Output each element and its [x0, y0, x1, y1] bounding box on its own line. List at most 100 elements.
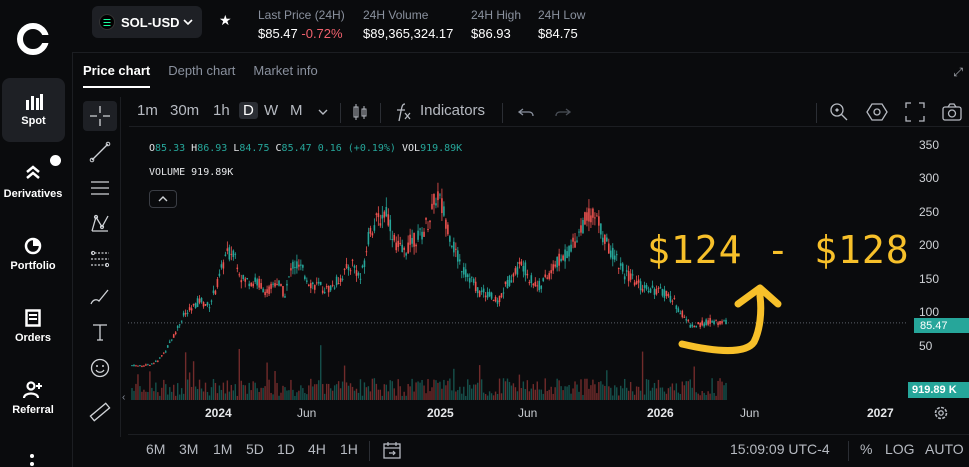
crosshair-tool[interactable] — [83, 101, 117, 131]
candle-body — [540, 285, 543, 289]
timeframe-1h[interactable]: 1h — [213, 102, 230, 119]
tab-price-chart[interactable]: Price chart — [83, 63, 151, 88]
tab-depth-chart[interactable]: Depth chart — [168, 63, 236, 78]
pair-selector[interactable]: SOL-USD — [92, 6, 202, 38]
brush-tool[interactable] — [83, 281, 117, 311]
timeframe-1m[interactable]: 1m — [137, 102, 158, 119]
timeframe-m[interactable]: M — [290, 102, 303, 119]
fullscreen-icon[interactable] — [904, 101, 926, 123]
camera-icon[interactable] — [941, 101, 963, 123]
volume-bar — [157, 392, 159, 400]
volume-bar — [480, 379, 483, 400]
candle-body — [699, 322, 701, 328]
settings-hexagon-icon[interactable] — [866, 101, 888, 123]
volume-bar — [361, 395, 364, 400]
range-6m[interactable]: 6M — [146, 441, 166, 457]
range-1h[interactable]: 1H — [340, 441, 358, 457]
candle-body — [721, 321, 723, 324]
trend-line-tool[interactable] — [83, 137, 117, 167]
volume-bar — [262, 387, 264, 400]
timeframe-30m[interactable]: 30m — [170, 102, 200, 119]
volume-bar — [141, 391, 143, 400]
range-1d[interactable]: 1D — [277, 441, 295, 457]
nav-item-spot[interactable]: Spot — [2, 78, 65, 142]
nav-item-orders[interactable]: Orders — [0, 294, 66, 358]
volume-bar — [713, 392, 715, 400]
candlestick-icon[interactable] — [349, 101, 371, 123]
candle-body — [166, 345, 169, 348]
candle-body — [369, 227, 372, 234]
volume-bar — [238, 348, 240, 400]
candle-body — [633, 282, 636, 286]
favorite-star-icon[interactable]: ★ — [219, 12, 232, 28]
text-tool[interactable] — [83, 317, 117, 347]
candle-body — [278, 280, 280, 286]
auto-scale-button[interactable]: AUTO — [925, 441, 964, 457]
volume-bar — [278, 395, 280, 400]
date-range-icon[interactable] — [382, 440, 402, 460]
candle-body — [401, 244, 403, 252]
percent-scale-button[interactable]: % — [860, 441, 873, 457]
range-3m[interactable]: 3M — [179, 441, 199, 457]
volume-bar — [661, 387, 664, 400]
volume-bar — [367, 386, 370, 400]
close-label: C — [275, 143, 282, 154]
volume-bar — [248, 382, 250, 400]
zoom-search-icon[interactable] — [828, 101, 850, 123]
timeframe-d[interactable]: D — [239, 102, 258, 119]
volume-bar — [433, 379, 435, 400]
clock-timezone[interactable]: 15:09:09 UTC-4 — [730, 441, 830, 457]
candle-body — [415, 244, 417, 247]
candle-body — [371, 233, 374, 236]
range-5d[interactable]: 5D — [246, 441, 264, 457]
nav-item-portfolio[interactable]: Portfolio — [0, 222, 66, 286]
collapse-legend-button[interactable] — [149, 190, 177, 208]
volume-bar — [335, 384, 338, 400]
ruler-tool[interactable] — [83, 397, 117, 427]
volume-bar — [405, 395, 407, 400]
horizontal-lines-tool[interactable] — [83, 173, 117, 203]
candle-body — [556, 256, 558, 268]
candle-body — [530, 275, 533, 283]
volume-bar — [627, 390, 630, 400]
candle-body — [329, 285, 332, 291]
chevron-down-icon[interactable] — [312, 101, 334, 123]
volume-bar — [264, 386, 266, 400]
candle-body — [506, 279, 509, 289]
volume-bar — [385, 384, 387, 400]
range-1m[interactable]: 1M — [213, 441, 233, 457]
indicators-fx-icon[interactable] — [393, 101, 415, 123]
nav-item-derivatives[interactable]: Derivatives — [0, 150, 66, 214]
separator — [816, 103, 817, 123]
scroll-left-icon[interactable]: ‹ — [122, 392, 126, 403]
candle-body — [224, 254, 227, 256]
log-scale-button[interactable]: LOG — [885, 441, 915, 457]
candle-body — [363, 260, 366, 267]
nav-item-referral[interactable]: Referral — [0, 366, 66, 430]
candle-body — [429, 220, 431, 223]
nav-item-label: Spot — [21, 114, 46, 127]
undo-icon[interactable] — [515, 101, 537, 123]
candle-body — [137, 365, 139, 367]
range-4h[interactable]: 4H — [308, 441, 326, 457]
timeframe-w[interactable]: W — [264, 102, 279, 119]
volume-bar — [302, 388, 304, 400]
pattern-tool[interactable] — [83, 209, 117, 239]
volume-bar — [566, 386, 568, 400]
tab-market-info[interactable]: Market info — [253, 63, 318, 78]
fib-tool[interactable] — [83, 245, 117, 275]
coinbase-logo[interactable] — [16, 22, 50, 56]
indicators-button[interactable]: Indicators — [420, 102, 486, 119]
candle-body — [157, 360, 159, 362]
volume-bar — [246, 393, 248, 400]
volume-bar — [419, 382, 421, 400]
price-chart[interactable] — [128, 128, 908, 400]
expand-icon[interactable]: ⤢ — [953, 65, 963, 79]
candle-body — [351, 259, 354, 261]
candle-body — [254, 277, 256, 282]
emoji-tool[interactable] — [83, 353, 117, 383]
more-icon[interactable] — [30, 452, 34, 467]
redo-icon[interactable] — [552, 101, 574, 123]
candle-body — [462, 267, 465, 275]
gear-icon[interactable] — [933, 405, 949, 421]
